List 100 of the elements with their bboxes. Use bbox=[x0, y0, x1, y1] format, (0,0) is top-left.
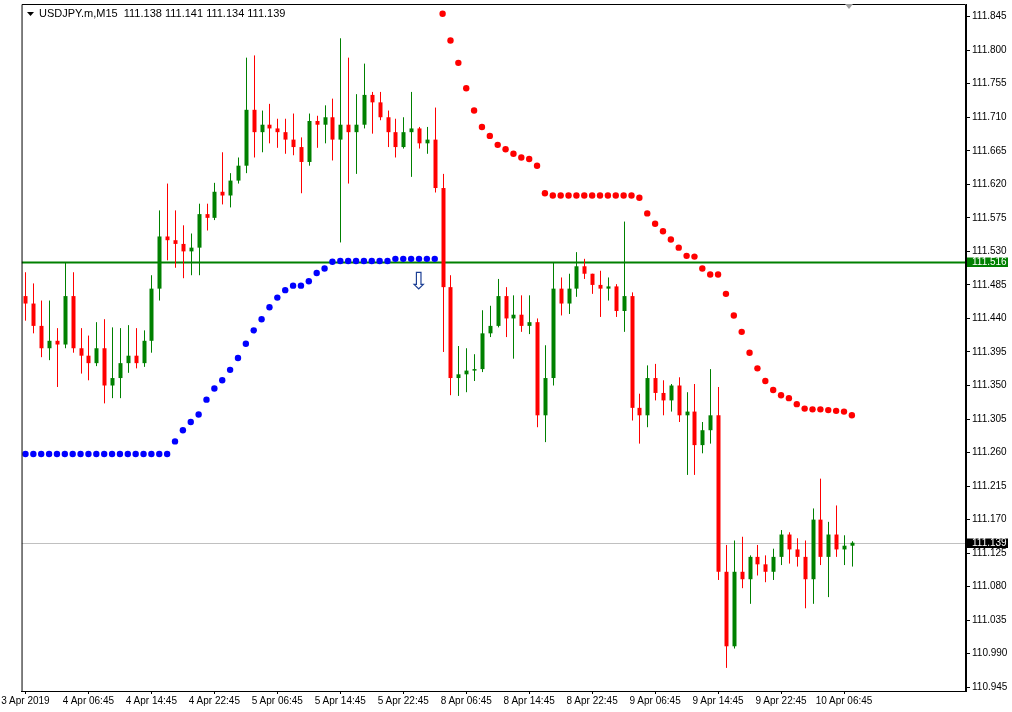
candlestick bbox=[315, 115, 320, 149]
point bbox=[289, 282, 297, 289]
x-tick-label: 4 Apr 06:45 bbox=[62, 694, 115, 706]
point bbox=[777, 391, 785, 399]
point bbox=[282, 286, 289, 294]
point bbox=[163, 450, 171, 458]
point bbox=[171, 438, 179, 445]
point bbox=[848, 412, 856, 419]
candlestick bbox=[850, 540, 855, 568]
point bbox=[478, 123, 486, 131]
y-tick-label: 111.800 bbox=[972, 43, 1008, 55]
point bbox=[187, 418, 194, 426]
point bbox=[659, 228, 667, 235]
point bbox=[817, 406, 824, 413]
point bbox=[746, 349, 753, 356]
candlestick bbox=[740, 536, 745, 589]
candlestick bbox=[779, 529, 784, 566]
point bbox=[431, 255, 438, 263]
candlestick bbox=[110, 326, 115, 399]
point bbox=[423, 255, 431, 263]
point bbox=[825, 406, 832, 414]
point bbox=[620, 192, 627, 199]
candlestick bbox=[527, 294, 532, 335]
point bbox=[179, 427, 187, 434]
y-tick-label: 111.350 bbox=[972, 379, 1008, 391]
point bbox=[360, 257, 368, 265]
point bbox=[525, 155, 533, 163]
point bbox=[722, 290, 730, 298]
candlestick bbox=[456, 345, 461, 397]
candlestick bbox=[386, 110, 391, 148]
x-tick-label: 9 Apr 14:45 bbox=[692, 694, 745, 706]
point bbox=[274, 294, 281, 301]
candlestick bbox=[330, 98, 335, 161]
ref-line-label: 111.516 bbox=[972, 256, 1008, 268]
point bbox=[565, 192, 572, 199]
point bbox=[762, 377, 769, 385]
point bbox=[691, 253, 698, 260]
candlestick bbox=[834, 504, 839, 558]
point bbox=[510, 150, 517, 157]
point bbox=[415, 255, 423, 263]
point bbox=[801, 405, 808, 412]
point bbox=[22, 450, 29, 458]
candlestick bbox=[173, 209, 178, 269]
candlestick bbox=[393, 118, 398, 158]
x-tick-label: 4 Apr 14:45 bbox=[125, 694, 178, 706]
point bbox=[352, 257, 360, 265]
x-tick-label: 8 Apr 22:45 bbox=[566, 694, 619, 706]
candlestick bbox=[763, 554, 768, 583]
point bbox=[502, 146, 509, 153]
point bbox=[384, 257, 391, 265]
candlestick bbox=[472, 353, 477, 382]
point bbox=[156, 450, 163, 458]
candlestick bbox=[55, 327, 60, 388]
x-tick-label: 8 Apr 06:45 bbox=[440, 694, 493, 706]
point bbox=[203, 396, 210, 403]
point bbox=[195, 411, 202, 418]
point bbox=[30, 450, 37, 458]
y-tick-label: 111.530 bbox=[972, 245, 1008, 257]
x-tick-label: 5 Apr 06:45 bbox=[251, 694, 304, 706]
point bbox=[675, 244, 682, 251]
point bbox=[100, 450, 108, 458]
y-tick-label: 111.665 bbox=[972, 144, 1008, 156]
point bbox=[132, 450, 139, 458]
candlestick bbox=[803, 539, 808, 609]
y-tick-label: 111.395 bbox=[972, 345, 1008, 357]
point bbox=[400, 255, 407, 263]
point bbox=[494, 141, 501, 149]
candlestick bbox=[346, 57, 351, 185]
point bbox=[612, 192, 619, 199]
candlestick bbox=[606, 276, 611, 302]
candlestick bbox=[661, 379, 666, 416]
point bbox=[769, 386, 777, 394]
point bbox=[313, 269, 320, 277]
candlestick bbox=[787, 531, 792, 565]
point bbox=[463, 85, 470, 92]
candlestick bbox=[354, 93, 359, 175]
y-tick-label: 111.575 bbox=[972, 211, 1008, 223]
point bbox=[45, 450, 53, 458]
point bbox=[116, 450, 124, 458]
point bbox=[266, 304, 273, 311]
point bbox=[573, 192, 580, 199]
point bbox=[754, 365, 761, 372]
point bbox=[557, 192, 564, 199]
x-tick-label: 9 Apr 06:45 bbox=[629, 694, 682, 706]
candlestick bbox=[79, 327, 84, 375]
point bbox=[518, 154, 525, 161]
point bbox=[651, 220, 659, 228]
point bbox=[329, 258, 336, 266]
point bbox=[596, 192, 604, 199]
point bbox=[368, 257, 375, 265]
y-tick-label: 111.845 bbox=[972, 10, 1008, 22]
point bbox=[683, 252, 690, 260]
candlestick bbox=[370, 91, 375, 135]
point bbox=[581, 192, 588, 199]
candlestick bbox=[134, 327, 139, 369]
point bbox=[738, 328, 745, 336]
candlestick bbox=[118, 327, 123, 399]
y-tick-label: 111.170 bbox=[972, 513, 1008, 525]
point bbox=[714, 271, 722, 278]
chart-title: USDJPY.m,M15 111.138 111.141 111.134 111.139 bbox=[39, 7, 286, 20]
